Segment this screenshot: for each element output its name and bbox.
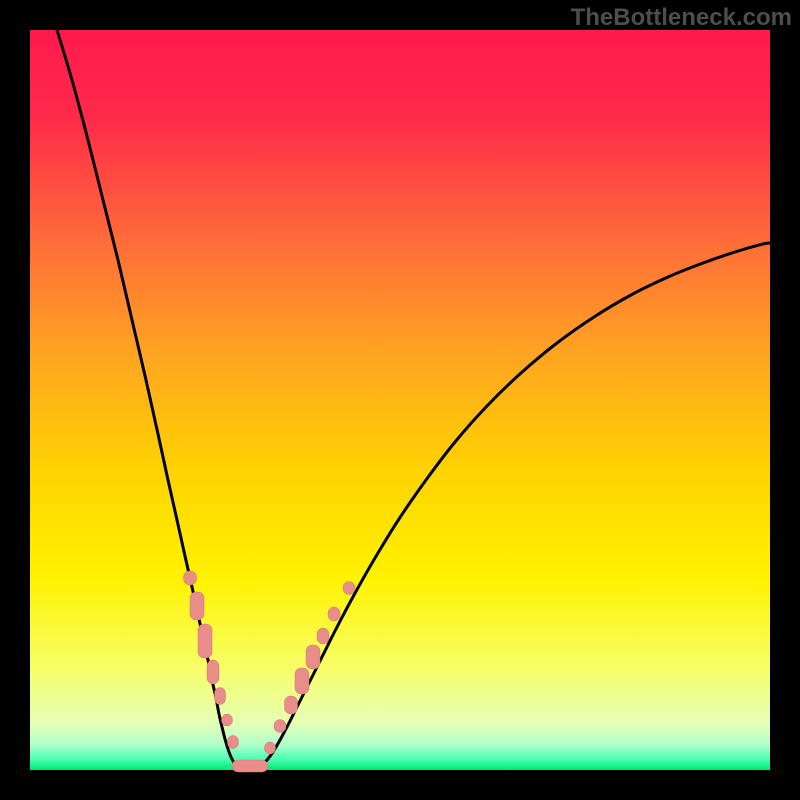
plot-area <box>30 30 770 770</box>
data-marker <box>222 714 233 726</box>
watermark-text: TheBottleneck.com <box>571 4 792 32</box>
data-marker <box>274 720 286 733</box>
data-marker <box>306 645 320 669</box>
data-marker <box>228 736 239 749</box>
data-marker <box>198 624 212 658</box>
curves-layer <box>30 30 770 770</box>
data-marker <box>285 696 298 714</box>
data-marker <box>207 660 219 684</box>
data-marker <box>343 582 355 595</box>
data-marker <box>190 592 204 620</box>
data-marker <box>295 668 309 694</box>
data-marker <box>317 628 329 644</box>
right-curve <box>250 243 770 770</box>
markers-group <box>184 571 356 772</box>
data-marker <box>184 571 197 585</box>
data-marker <box>215 688 226 705</box>
data-marker <box>232 760 268 772</box>
data-marker <box>328 607 340 621</box>
chart-root: TheBottleneck.com <box>0 0 800 800</box>
data-marker <box>265 742 276 754</box>
left-curve <box>57 30 250 770</box>
